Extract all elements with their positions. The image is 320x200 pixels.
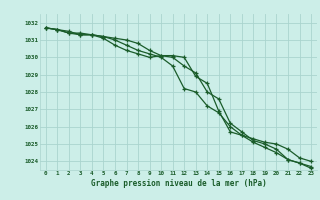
X-axis label: Graphe pression niveau de la mer (hPa): Graphe pression niveau de la mer (hPa) — [91, 179, 266, 188]
